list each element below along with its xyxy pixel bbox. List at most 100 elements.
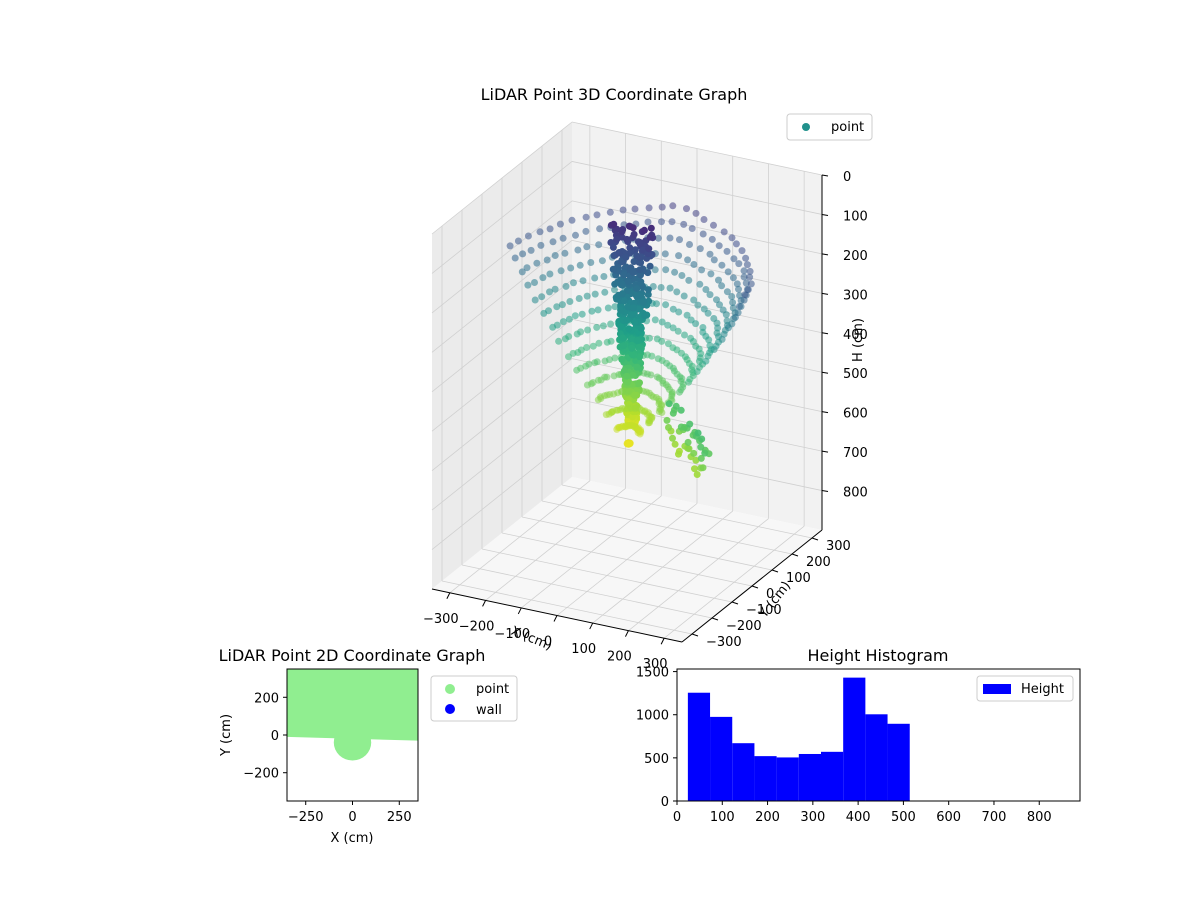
plot3d-point: [685, 445, 693, 453]
plot3d-point: [624, 378, 631, 386]
plot3d-point: [694, 301, 702, 309]
plot3d-point: [561, 249, 569, 257]
plot3d-point: [589, 342, 597, 350]
plot3d-point: [629, 371, 637, 379]
plot3d-z-tick-label: 500: [843, 367, 868, 382]
plot3d-point: [557, 267, 565, 275]
plot3d-point: [677, 406, 685, 414]
plot3d-point: [692, 209, 700, 217]
plot3d-point: [699, 464, 707, 472]
plot3d-point: [677, 423, 685, 431]
plot3d-point: [658, 409, 666, 416]
plot3d-point: [587, 259, 595, 266]
plot3d-point: [692, 320, 700, 328]
plot3d-point: [566, 298, 574, 305]
plot3d-point: [688, 225, 696, 232]
plot3d-point: [696, 245, 704, 253]
plot3d-point: [543, 256, 551, 264]
plot3d-point: [658, 318, 666, 326]
plot3d-point: [506, 242, 514, 250]
histogram-bar: [887, 723, 910, 801]
plot2d-legend-wall-marker: [445, 704, 455, 714]
plot3d-y-tick-label: −200: [726, 619, 762, 634]
plot3d-point: [658, 218, 665, 226]
plot3d-point: [613, 235, 621, 243]
plot3d-point: [583, 344, 591, 351]
plot3d-point: [593, 323, 601, 331]
plot3d-x-tick: [482, 600, 487, 607]
plot3d-point: [559, 318, 567, 326]
plot3d-point: [662, 266, 670, 274]
plot3d-point: [651, 316, 659, 324]
plot3d-gridline: [431, 200, 573, 314]
plot3d-point: [718, 282, 726, 290]
plot3d-z-tick-label: 400: [843, 328, 868, 343]
plot3d-point: [575, 295, 583, 302]
histogram-y-tick-label: 1500: [636, 666, 669, 681]
plot3d-point: [644, 218, 652, 226]
plot3d-point: [611, 354, 619, 362]
plot3d-point: [623, 372, 631, 380]
plot3d-point: [731, 313, 739, 321]
plot3d-point: [696, 280, 704, 288]
plot3d-y-tick-label: −100: [746, 603, 782, 618]
plot3d-point: [594, 396, 602, 404]
plot3d-point: [715, 276, 722, 284]
histogram-bar: [776, 757, 799, 801]
plot3d-z-tick-label: 300: [843, 288, 868, 303]
plot3d-point: [680, 292, 688, 300]
plot3d-point: [551, 285, 559, 293]
plot3d-point: [646, 334, 653, 342]
histogram-x-tick-label: 200: [755, 810, 780, 825]
histogram-bar: [754, 756, 777, 801]
plot3d-legend-box: [786, 113, 873, 141]
plot3d-z-tick-label: 100: [843, 209, 868, 224]
plot3d-point: [553, 303, 561, 311]
lidar-3d-plot: LiDAR Point 3D Coordinate Graph −300−200…: [423, 85, 873, 672]
plot3d-x-tick: [517, 607, 522, 615]
plot3d-point: [626, 244, 634, 252]
plot3d-x-tick-label: 0: [544, 635, 552, 650]
plot3d-point: [619, 334, 627, 342]
plot3d-point: [559, 234, 567, 242]
plot3d-point: [593, 211, 601, 219]
histogram-x-tick-label: 400: [846, 810, 871, 825]
plot3d-gridline: [521, 516, 773, 571]
histogram-x-tick-label: 600: [936, 810, 961, 825]
plot3d-point: [640, 226, 648, 234]
plot3d-point: [669, 409, 677, 417]
plot3d-y-tick: [711, 617, 719, 621]
plot3d-point: [624, 278, 632, 286]
plot3d-point: [693, 368, 701, 375]
plot3d-point: [628, 344, 636, 352]
plot3d-point: [702, 286, 710, 293]
plot3d-point: [561, 335, 569, 343]
plot3d-point: [583, 381, 591, 389]
plot3d-point: [562, 282, 570, 290]
plot3d-y-tick: [691, 633, 699, 637]
plot3d-point: [649, 393, 657, 401]
plot2d-legend-point-marker: [445, 684, 455, 694]
plot3d-point: [631, 405, 639, 413]
plot3d-point: [539, 274, 547, 282]
plot3d-point: [607, 320, 615, 328]
plot3d-point: [591, 274, 599, 282]
plot3d-point: [556, 220, 564, 228]
plot3d-point: [618, 290, 626, 298]
plot3d-point: [662, 301, 670, 309]
plot3d-point: [742, 254, 750, 262]
plot3d-point: [591, 290, 599, 298]
plot3d-point: [600, 273, 608, 280]
plot3d-legend: point: [786, 113, 873, 141]
plot3d-point: [658, 337, 666, 345]
plot3d-x-tick: [660, 637, 665, 645]
plot3d-point: [643, 370, 651, 378]
plot3d-point: [636, 266, 644, 274]
plot3d-gridline: [541, 500, 793, 555]
plot3d-point: [710, 346, 718, 353]
plot3d-point: [609, 243, 617, 251]
plot2d-legend-point-label: point: [476, 682, 509, 697]
plot3d-point: [741, 291, 749, 299]
plot3d-point: [704, 309, 712, 317]
plot3d-point: [598, 257, 606, 265]
